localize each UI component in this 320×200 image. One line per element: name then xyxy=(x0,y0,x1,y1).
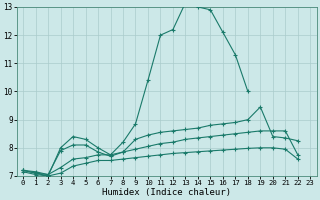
X-axis label: Humidex (Indice chaleur): Humidex (Indice chaleur) xyxy=(102,188,231,197)
